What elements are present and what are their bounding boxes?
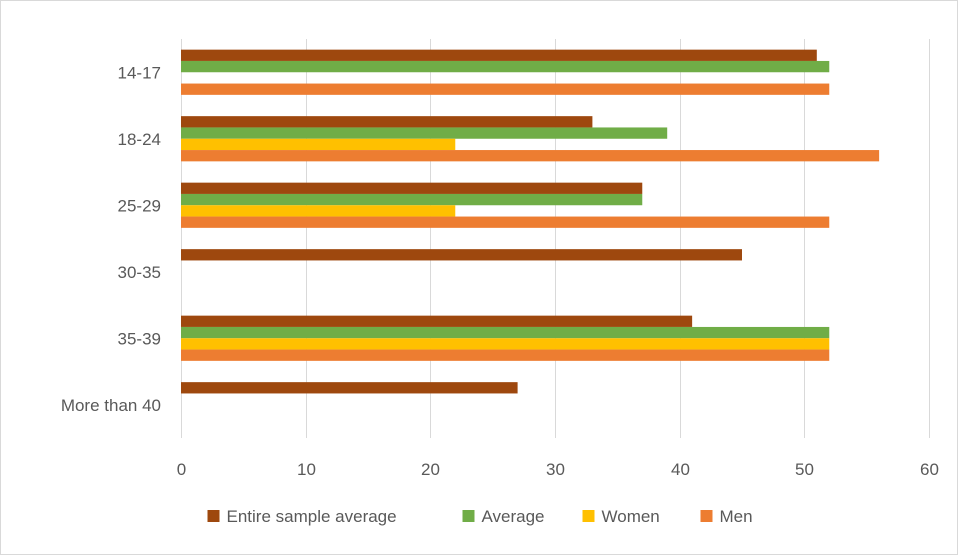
bar-men-25-29 xyxy=(181,216,830,228)
bar-entire-sample-average-35-39 xyxy=(181,315,693,327)
legend-label: Average xyxy=(482,507,545,526)
bar-average-35-39 xyxy=(181,326,830,339)
x-tick-label: 40 xyxy=(671,460,690,479)
x-tick-label: 10 xyxy=(297,460,316,479)
bar-average-14-17 xyxy=(181,60,830,73)
bar-entire-sample-average-14-17 xyxy=(181,49,817,61)
x-tick-label: 0 xyxy=(177,460,186,479)
bar-average-25-29 xyxy=(181,193,643,206)
legend-label: Men xyxy=(720,507,753,526)
bar-women-18-24 xyxy=(181,138,456,151)
x-tick-label: 60 xyxy=(920,460,939,479)
legend-swatch xyxy=(462,510,475,522)
category-label: More than 40 xyxy=(61,396,161,415)
category-label: 18-24 xyxy=(118,130,161,149)
bar-average-18-24 xyxy=(181,127,668,139)
category-axis: 14-17 18-24 25-29 30-35 35-39 More than 40 xyxy=(61,63,161,415)
bar-entire-sample-average-18-24 xyxy=(181,116,593,128)
legend-swatch xyxy=(700,510,713,522)
bar-men-14-17 xyxy=(181,83,830,95)
bar-men-18-24 xyxy=(181,150,880,162)
bar-women-25-29 xyxy=(181,205,456,217)
bar-entire-sample-average-more-than-40 xyxy=(181,382,518,394)
legend-swatch xyxy=(207,510,220,522)
bars xyxy=(181,49,880,394)
bar-women-35-39 xyxy=(181,338,830,350)
gridlines xyxy=(181,39,930,438)
bar-entire-sample-average-30-35 xyxy=(181,249,742,261)
legend-label: Women xyxy=(602,507,660,526)
legend-swatch xyxy=(582,510,595,522)
bar-entire-sample-average-25-29 xyxy=(181,182,643,194)
legend: Entire sample average Average Women Men xyxy=(207,507,753,526)
category-label: 14-17 xyxy=(118,63,161,82)
value-axis: 0 10 20 30 40 50 60 xyxy=(177,460,939,479)
x-tick-label: 30 xyxy=(546,460,565,479)
bar-men-35-39 xyxy=(181,349,830,361)
category-label: 25-29 xyxy=(118,196,161,215)
category-label: 35-39 xyxy=(118,329,161,348)
x-tick-label: 20 xyxy=(421,460,440,479)
legend-label: Entire sample average xyxy=(227,507,397,526)
x-tick-label: 50 xyxy=(795,460,814,479)
category-label: 30-35 xyxy=(118,263,161,282)
